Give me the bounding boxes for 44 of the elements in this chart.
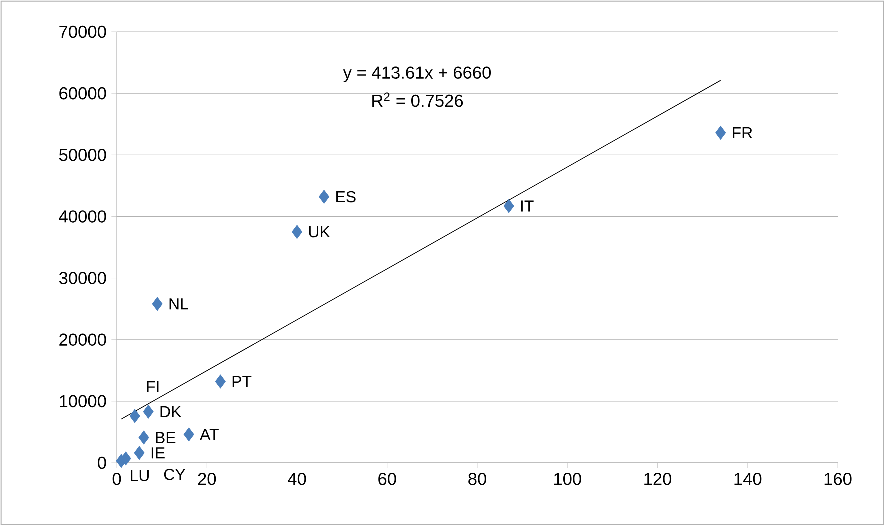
annotation: R$^{2}$ = 0.7526 (372, 92, 464, 108)
y-tick-label: 50000 (59, 149, 106, 162)
annotation: IT (521, 200, 534, 212)
point (130, 409, 140, 424)
x-tick-label: 100 (554, 473, 582, 486)
annotation: UK (309, 226, 330, 238)
y-tick-label: 0 (98, 456, 106, 470)
annotation: BE (156, 432, 176, 444)
x-tick-label: 40 (288, 473, 306, 486)
point (215, 374, 226, 389)
point (134, 446, 145, 460)
y-tick-label: 20000 (60, 334, 106, 346)
annotation: y = 413.61x + 6660 (343, 66, 492, 82)
point (319, 190, 330, 204)
point (292, 225, 303, 240)
annotation: FR (733, 127, 752, 138)
annotation: ES (336, 191, 356, 203)
point (143, 404, 154, 419)
x-tick-label: 20 (198, 473, 216, 486)
y-tick-label: 60000 (60, 87, 106, 100)
x-tick-label: 80 (468, 473, 486, 486)
y-tick-label: 40000 (59, 210, 106, 223)
annotation: AT (200, 429, 219, 440)
annotation: FI (147, 381, 159, 392)
annotation: IE (152, 448, 165, 459)
y-tick-label: 10000 (60, 395, 106, 408)
y-tick-label: 30000 (59, 272, 106, 284)
point (152, 297, 163, 312)
point (504, 199, 514, 214)
annotation: DK (160, 406, 182, 418)
x-tick-label: 0 (112, 473, 122, 486)
point (716, 126, 726, 140)
annotation: LU (131, 470, 149, 482)
point (184, 428, 194, 442)
annotation: PT (232, 376, 252, 388)
point (138, 430, 150, 445)
point (120, 452, 132, 466)
annotation: CY (164, 469, 186, 480)
x-tick-label: 60 (378, 473, 396, 486)
x-tick-label: 120 (644, 473, 672, 486)
x-tick-label: 160 (824, 473, 852, 486)
annotation: NL (170, 298, 188, 310)
x-tick-label: 140 (734, 473, 762, 486)
y-tick-label: 70000 (60, 26, 106, 38)
